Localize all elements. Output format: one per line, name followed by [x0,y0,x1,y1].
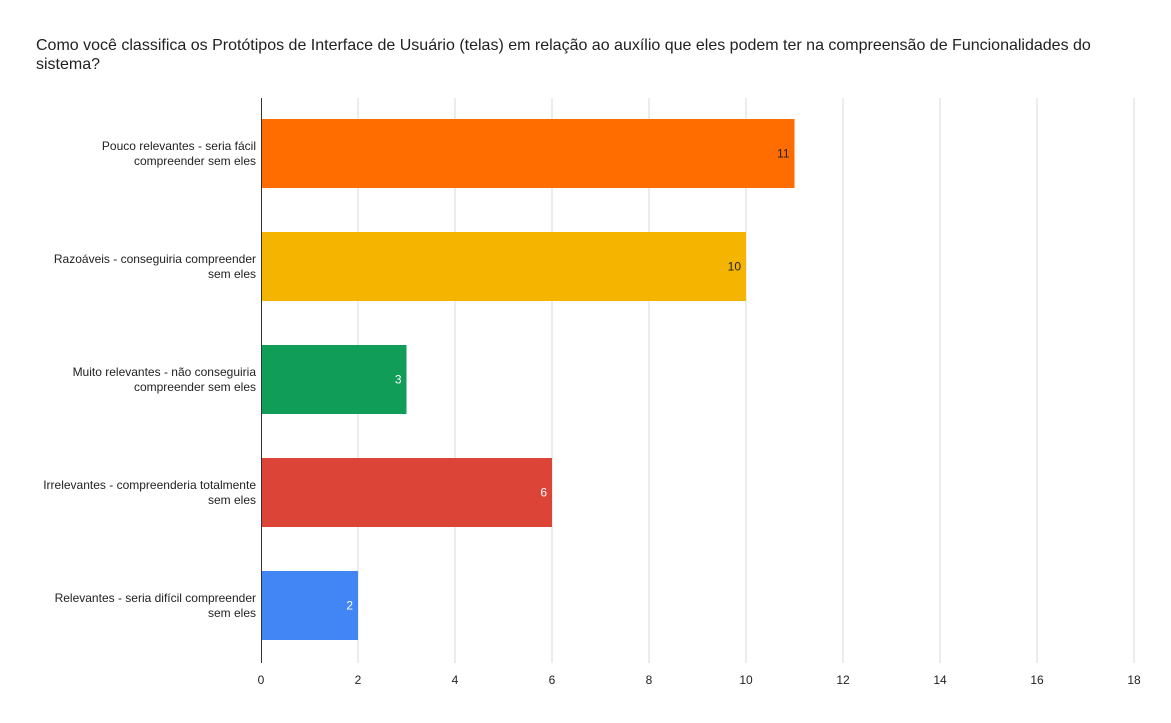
data-label: 6 [540,486,547,500]
x-tick-label: 16 [1030,673,1044,687]
category-label-line: Irrelevantes - compreenderia totalmente [43,478,256,492]
x-tick-label: 18 [1127,673,1141,687]
x-tick-label: 4 [452,673,459,687]
chart-title: Como você classifica os Protótipos de In… [36,37,1091,73]
x-tick-label: 0 [258,673,265,687]
bar [261,119,795,188]
x-tick-label: 12 [836,673,850,687]
x-tick-label: 10 [739,673,753,687]
bar [261,345,407,414]
x-tick-label: 14 [933,673,947,687]
category-label-line: Pouco relevantes - seria fácil [102,139,256,153]
x-tick-label: 6 [549,673,556,687]
category-label-line: compreender sem eles [134,380,256,394]
category-label-line: Relevantes - seria difícil compreender [55,591,256,605]
category-label-line: sem eles [208,267,256,281]
x-tick-label: 8 [646,673,653,687]
bar [261,571,358,640]
category-label: Relevantes - seria difícil compreender se… [55,591,256,620]
labels: 0 2 4 6 8 10 12 14 16 18 11 Pouco relevantes - seri… [43,139,1141,687]
category-label: Pouco relevantes - seria fácil compreende… [102,139,256,168]
category-label-line: sem eles [208,493,256,507]
data-label: 2 [346,599,353,613]
category-label: Razoáveis - conseguiria compreender sem e… [54,252,256,281]
category-label-line: Razoáveis - conseguiria compreender [54,252,256,266]
category-label: Muito relevantes - não conseguiria compre… [73,365,257,394]
x-tick-label: 2 [355,673,362,687]
grid-lines [357,98,1135,663]
category-label-line: compreender sem eles [134,154,256,168]
bar [261,232,746,301]
category-label-line: sem eles [208,606,256,620]
bar [261,458,552,527]
data-label: 3 [395,373,402,387]
data-label: 11 [777,147,790,161]
category-label-line: Muito relevantes - não conseguiria [73,365,257,379]
data-label: 10 [728,260,742,274]
category-label: Irrelevantes - compreenderia totalmente s… [43,478,256,507]
bars [261,119,795,640]
